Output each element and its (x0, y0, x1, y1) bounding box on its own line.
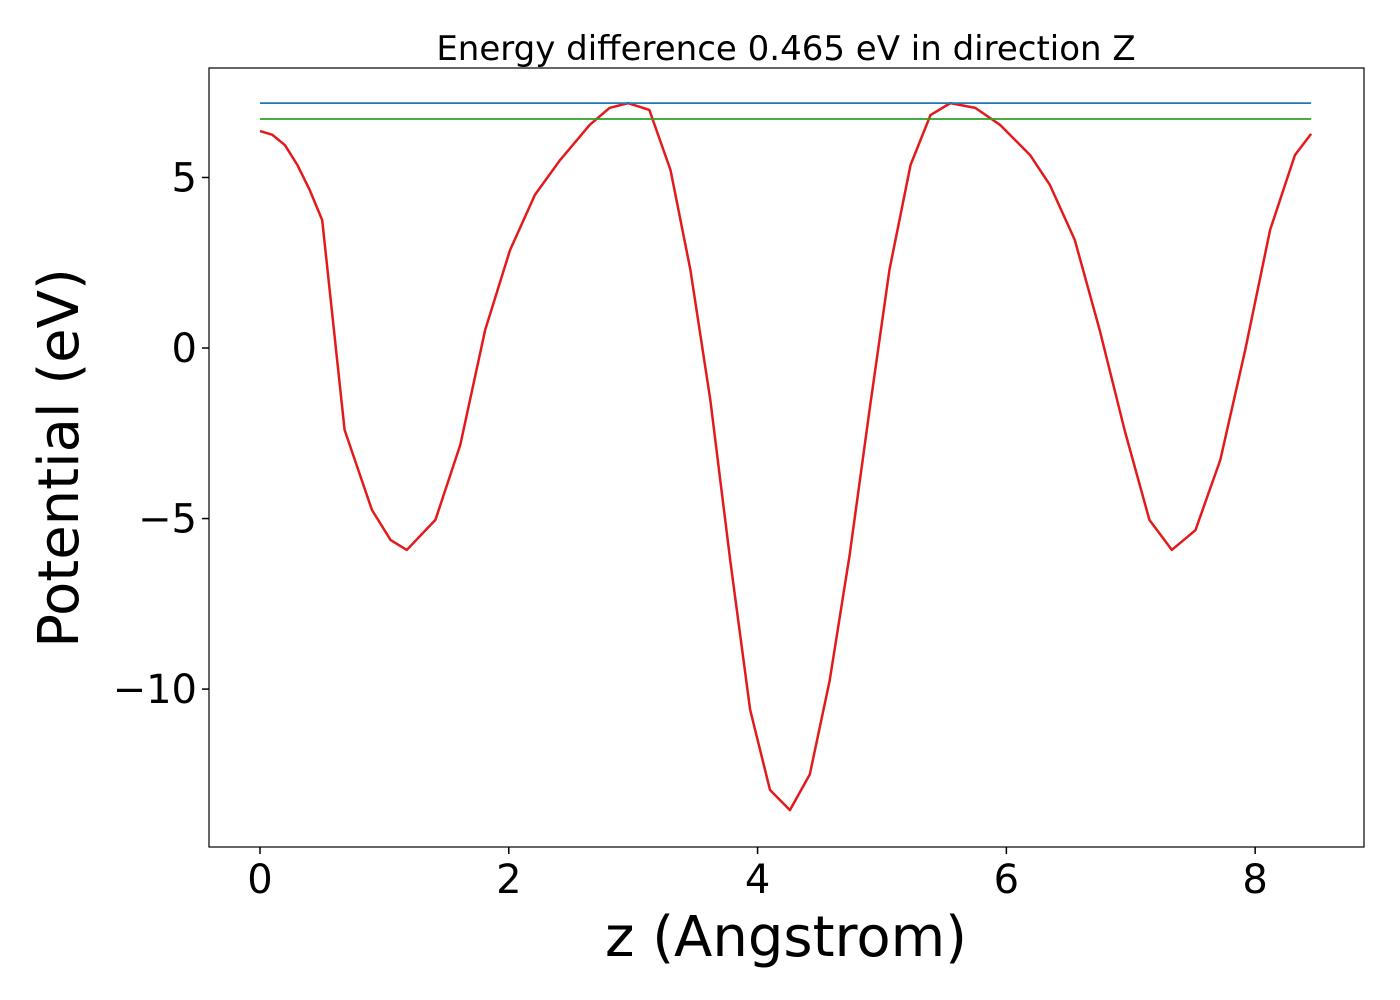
y-tick-label: 5 (172, 155, 197, 201)
y-axis-label: Potential (eV) (27, 268, 92, 648)
x-tick-label: 4 (745, 857, 770, 903)
x-tick-label: 6 (994, 857, 1019, 903)
x-tick-label: 0 (247, 857, 272, 903)
plot-frame (208, 67, 1365, 848)
y-tick-label: −5 (138, 497, 197, 543)
x-tick-label: 2 (496, 857, 521, 903)
line (259, 101, 1313, 812)
x-tick-label: 8 (1242, 857, 1267, 903)
chart-title: Energy difference 0.465 eV in direction … (436, 29, 1135, 69)
y-tick-label: −10 (113, 667, 197, 713)
x-axis-label: z (Angstrom) (605, 905, 967, 970)
y-tick-label: 0 (172, 326, 197, 372)
